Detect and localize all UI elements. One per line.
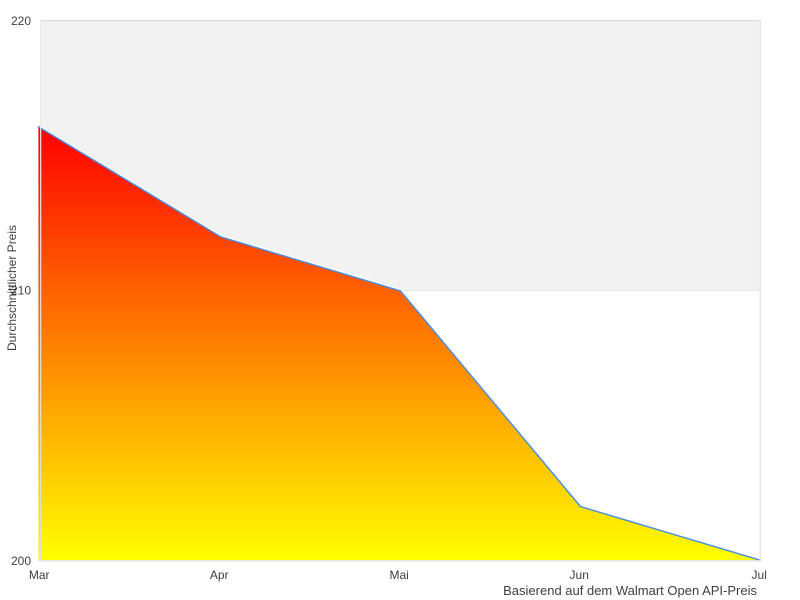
svg-text:Mar: Mar — [29, 568, 50, 582]
svg-text:Jul: Jul — [752, 568, 767, 582]
svg-text:Basierend auf dem Walmart Open: Basierend auf dem Walmart Open API-Preis — [503, 583, 757, 598]
svg-text:Mai: Mai — [390, 568, 409, 582]
svg-text:220: 220 — [11, 14, 31, 28]
svg-text:210: 210 — [11, 284, 31, 298]
svg-text:Jun: Jun — [570, 568, 589, 582]
svg-text:200: 200 — [11, 554, 31, 568]
svg-text:Apr: Apr — [210, 568, 229, 582]
svg-text:Durchschnittlicher Preis: Durchschnittlicher Preis — [5, 225, 19, 351]
